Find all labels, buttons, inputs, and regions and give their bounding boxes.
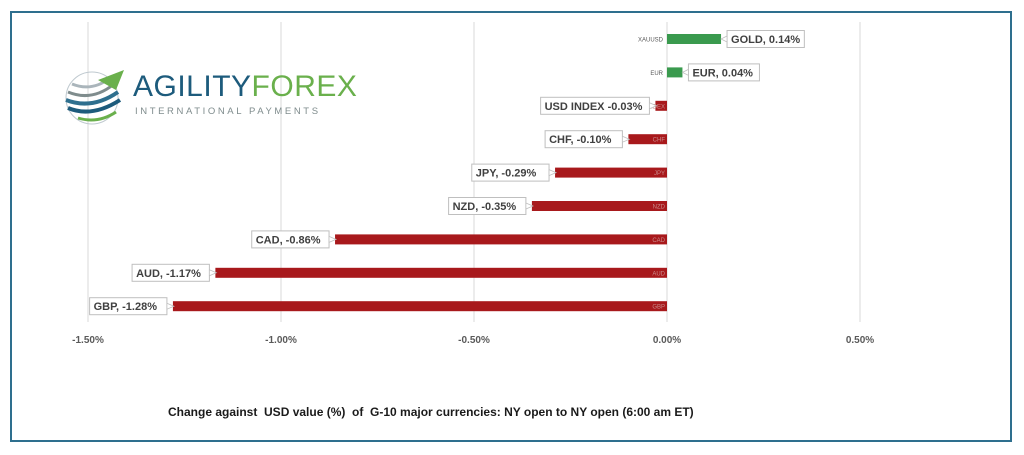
data-label-pointer bbox=[622, 135, 631, 143]
bar bbox=[215, 267, 667, 278]
bar bbox=[172, 301, 668, 312]
data-label: NZD, -0.35% bbox=[453, 201, 517, 213]
data-label-pointer bbox=[720, 35, 728, 43]
data-label-pointer bbox=[166, 302, 175, 310]
data-label: CHF, -0.10% bbox=[549, 134, 612, 146]
data-label: GOLD, 0.14% bbox=[731, 34, 800, 46]
logo-tagline: INTERNATIONAL PAYMENTS bbox=[135, 106, 321, 117]
logo-wordmark: AGILITYFOREX bbox=[133, 70, 357, 104]
data-label-pointer bbox=[548, 168, 558, 177]
bar bbox=[667, 67, 683, 78]
x-tick-label: 0.50% bbox=[846, 335, 874, 346]
data-label-pointer bbox=[681, 68, 689, 77]
logo: AGILITYFOREX INTERNATIONAL PAYMENTS bbox=[58, 62, 357, 132]
category-label: NZD bbox=[653, 205, 666, 211]
data-label-pointer bbox=[208, 269, 218, 277]
data-label-pointer bbox=[649, 102, 658, 110]
data-label: AUD, -1.17% bbox=[136, 268, 201, 280]
bar bbox=[628, 134, 667, 145]
data-label-pointer bbox=[525, 202, 534, 210]
data-label: USD INDEX -0.03% bbox=[545, 101, 643, 113]
category-label: EUR bbox=[650, 71, 663, 77]
chart-frame bbox=[10, 11, 1012, 442]
category-label: GBP bbox=[652, 305, 665, 311]
x-tick-label: -1.50% bbox=[72, 335, 104, 346]
bar bbox=[335, 234, 667, 245]
x-tick-label: -0.50% bbox=[458, 335, 490, 346]
bar bbox=[655, 100, 667, 111]
category-label: XAUUSD bbox=[638, 38, 664, 44]
logo-name-part2: FOREX bbox=[251, 70, 358, 103]
globe-logo-icon bbox=[65, 70, 124, 125]
data-label: CAD, -0.86% bbox=[256, 234, 321, 246]
data-label: EUR, 0.04% bbox=[692, 67, 753, 79]
bar bbox=[531, 201, 667, 211]
data-label-pointer bbox=[328, 235, 338, 244]
category-label: CHF bbox=[653, 138, 666, 144]
bar bbox=[555, 167, 667, 178]
bar bbox=[667, 34, 722, 44]
category-label: AUD bbox=[652, 271, 665, 277]
data-label: GBP, -1.28% bbox=[94, 301, 158, 313]
category-label: JPY bbox=[654, 171, 665, 177]
chart-caption: Change against USD value (%) of G-10 maj… bbox=[168, 405, 694, 419]
logo-name-part1: AGILITY bbox=[133, 70, 252, 103]
category-label: CAD bbox=[652, 238, 665, 244]
data-label: JPY, -0.29% bbox=[476, 168, 537, 180]
x-tick-label: 0.00% bbox=[653, 335, 681, 346]
x-tick-label: -1.00% bbox=[265, 335, 297, 346]
